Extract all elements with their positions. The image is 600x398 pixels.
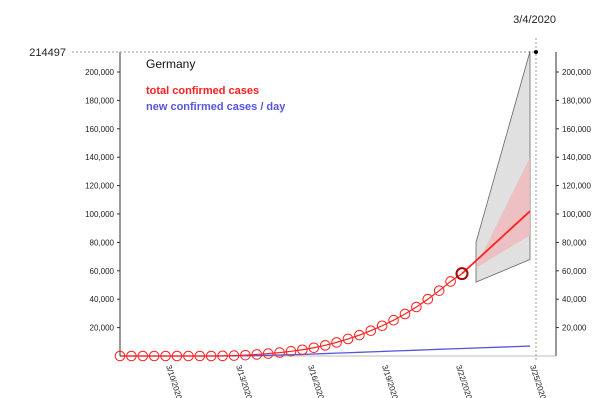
y-tick-label-right: 180,000	[562, 96, 591, 105]
series-total-cases-point	[171, 350, 183, 362]
y-tick-label-left: 160,000	[85, 125, 114, 134]
y-tick-label-right: 20,000	[562, 324, 587, 333]
x-tick-label: 3/25/2020	[528, 364, 548, 398]
y-tick-label-left: 40,000	[90, 295, 115, 304]
series-total-cases-point	[251, 349, 263, 360]
series-total-cases-point	[114, 350, 126, 362]
legend-total-cases: total confirmed cases	[146, 85, 259, 97]
series-total-cases-point	[183, 350, 194, 362]
y-tick-label-right: 60,000	[562, 267, 587, 276]
legend-new-cases: new confirmed cases / day	[146, 101, 286, 113]
series-total-cases-point	[411, 301, 422, 313]
series-total-cases-point	[365, 325, 377, 337]
series-total-cases-point	[388, 314, 399, 326]
highlight-point	[534, 50, 538, 54]
series-total-cases-point	[274, 347, 285, 358]
y-tick-label-right: 40,000	[562, 295, 587, 304]
y-tick-label-right: 120,000	[562, 182, 591, 191]
y-tick-label-left: 60,000	[90, 267, 115, 276]
x-tick-label: 3/16/2020	[306, 364, 326, 398]
series-total-cases-point	[319, 340, 331, 351]
y-tick-label-right: 140,000	[562, 153, 591, 162]
y-tick-label-left: 20,000	[90, 324, 115, 333]
x-tick-label: 3/19/2020	[380, 364, 400, 398]
x-tick-label: 3/13/2020	[234, 364, 254, 398]
highlight-date-label: 3/4/2020	[513, 14, 556, 26]
series-total-cases-point	[331, 337, 342, 348]
series-total-cases-point	[137, 350, 149, 362]
series-total-cases-point	[399, 308, 411, 320]
x-tick-label: 3/22/2020	[454, 364, 474, 398]
x-tick-label: 3/10/2020	[164, 364, 184, 398]
series-total-cases-point	[297, 344, 308, 356]
y-tick-label-left: 180,000	[85, 96, 114, 105]
series-total-cases-line	[120, 273, 463, 357]
series-total-cases-point	[228, 350, 240, 361]
series-total-cases-last-point	[455, 267, 469, 281]
series-total-cases-point	[376, 320, 388, 332]
series-total-cases-point	[433, 285, 445, 296]
y-tick-label-left: 120,000	[85, 182, 114, 191]
projection-median-line	[461, 210, 531, 275]
y-tick-label-left: 200,000	[85, 68, 114, 77]
series-total-cases-point	[422, 293, 434, 305]
series-total-cases-point	[354, 329, 365, 341]
series-total-cases-point	[126, 350, 137, 362]
projection-inner-band	[476, 157, 530, 268]
y-tick-label-left: 140,000	[85, 153, 114, 162]
series-total-cases-point	[342, 333, 354, 345]
y-tick-label-right: 200,000	[562, 68, 591, 77]
chart-title: Germany	[146, 57, 195, 71]
series-total-cases-point	[148, 350, 160, 362]
y-tick-label-right: 100,000	[562, 210, 591, 219]
series-total-cases-point	[205, 350, 217, 362]
series-total-cases-point	[194, 350, 206, 362]
series-total-cases-point	[217, 350, 228, 362]
series-total-cases-point	[160, 350, 171, 362]
y-tick-label-right: 160,000	[562, 125, 591, 134]
y-tick-label-left: 80,000	[90, 238, 115, 247]
series-total-cases-point	[240, 349, 251, 361]
series-total-cases-point	[262, 348, 274, 359]
highlight-value-label: 214497	[29, 47, 66, 59]
series-total-cases-point	[445, 276, 456, 287]
y-tick-label-left: 100,000	[85, 210, 114, 219]
series-total-cases-point	[285, 346, 297, 357]
series-total-cases-point	[308, 342, 320, 354]
y-tick-label-right: 80,000	[562, 238, 587, 247]
